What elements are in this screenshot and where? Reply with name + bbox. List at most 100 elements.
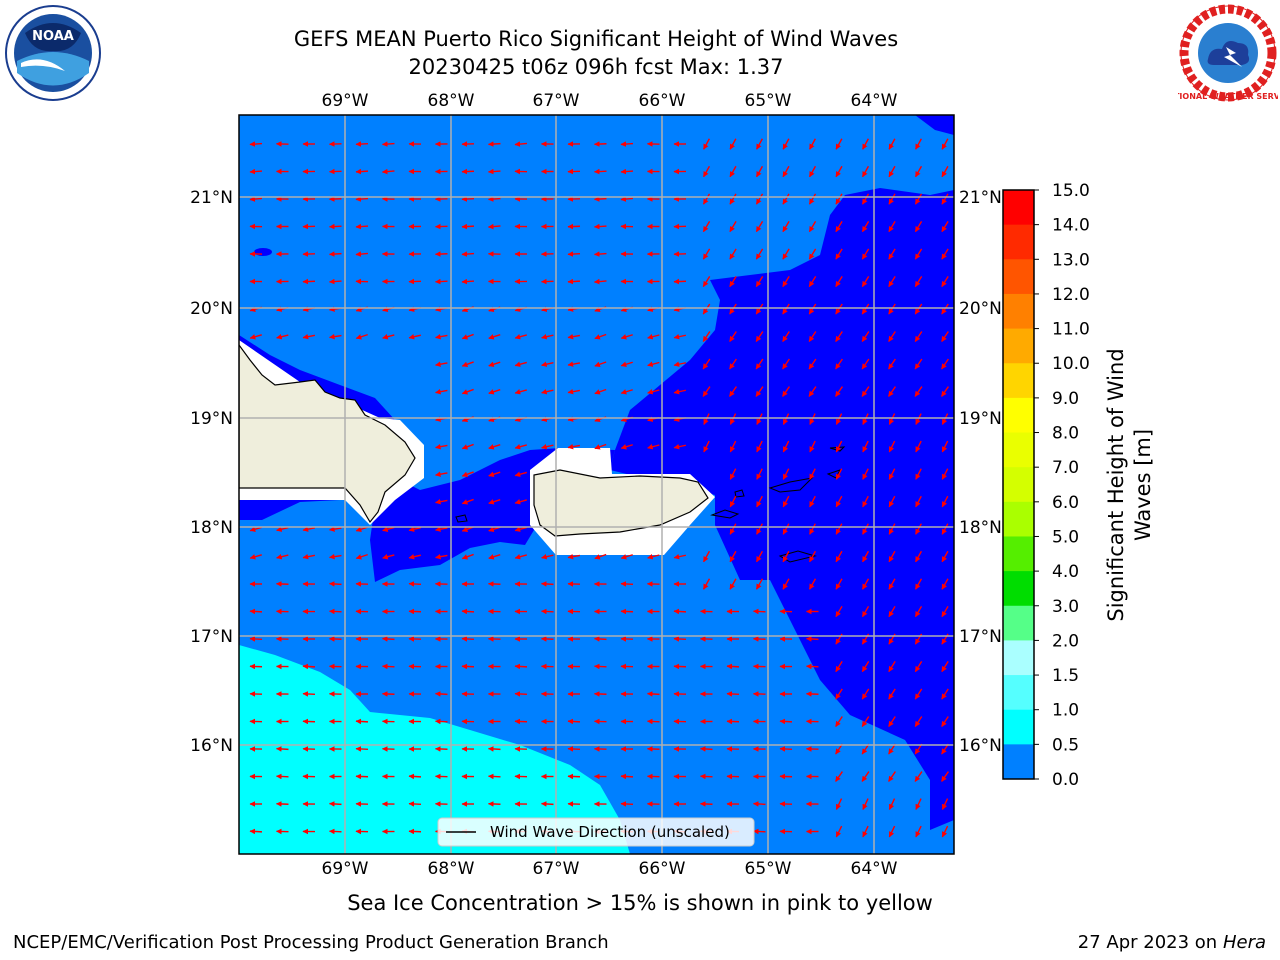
wave-arrow xyxy=(888,550,896,563)
wave-arrow xyxy=(861,386,870,397)
wave-arrow xyxy=(782,331,790,342)
arrow-legend: Wind Wave Direction (unscaled) xyxy=(437,817,755,847)
colorbar-tick-label: 1.5 xyxy=(1052,666,1079,686)
wave-arrow xyxy=(620,168,634,175)
wave-arrow xyxy=(567,746,581,752)
colorbar-tick-label: 4.0 xyxy=(1052,562,1079,582)
lat-label: 17°N xyxy=(190,627,233,647)
wave-arrow xyxy=(914,303,923,315)
wave-arrow xyxy=(461,553,474,560)
wave-arrow xyxy=(461,251,475,257)
wave-arrow xyxy=(593,636,607,642)
wave-arrow xyxy=(914,331,923,342)
wave-arrow xyxy=(941,331,949,342)
wave-arrow xyxy=(673,388,687,395)
wave-arrow xyxy=(302,526,316,532)
colorbar-segment xyxy=(1003,363,1034,399)
land-puerto-rico xyxy=(533,469,709,537)
wave-arrow xyxy=(488,389,501,395)
wave-arrow xyxy=(755,578,764,590)
wave-arrow xyxy=(593,251,607,257)
wave-arrow xyxy=(782,468,790,480)
wave-arrow xyxy=(541,388,554,395)
wave-arrow xyxy=(408,773,422,780)
wave-arrow xyxy=(461,663,475,670)
wave-arrow xyxy=(888,386,896,397)
wave-arrow xyxy=(567,773,581,780)
wave-arrow xyxy=(461,333,474,340)
wave-arrow xyxy=(249,141,263,147)
wave-arrow xyxy=(808,220,817,233)
wave-arrow xyxy=(729,303,737,315)
wave-arrow xyxy=(275,746,289,752)
wave-arrow xyxy=(941,688,949,700)
wave-arrow xyxy=(888,220,896,233)
wave-arrow xyxy=(755,303,764,315)
wave-arrow xyxy=(593,278,607,285)
colorbar-segment xyxy=(1003,328,1034,364)
wave-arrow xyxy=(646,718,660,725)
wave-arrow xyxy=(699,801,713,807)
wave-arrow xyxy=(779,773,793,780)
wave-arrow xyxy=(461,443,474,450)
wave-arrow xyxy=(702,303,711,315)
wave-arrow xyxy=(726,718,740,725)
wave-arrow xyxy=(514,691,528,697)
wave-arrow xyxy=(809,413,816,425)
wave-arrow xyxy=(729,358,737,370)
colorbar-segment xyxy=(1003,536,1034,572)
lat-label: 18°N xyxy=(959,518,1002,538)
wave-arrow xyxy=(540,636,554,642)
wave-arrow xyxy=(835,165,843,178)
wave-arrow xyxy=(729,220,737,233)
wave-arrow xyxy=(782,413,790,425)
wave-arrow xyxy=(915,468,922,480)
wave-arrow xyxy=(755,550,764,563)
wave-arrow xyxy=(355,251,369,257)
colorbar-segment xyxy=(1003,640,1034,676)
map-title: GEFS MEAN Puerto Rico Significant Height… xyxy=(293,27,899,51)
wave-arrow xyxy=(888,358,896,370)
machine-name: Hera xyxy=(1222,932,1266,953)
lon-labels-top: 69°W 68°W 67°W 66°W 65°W 64°W xyxy=(322,91,898,111)
wave-arrow xyxy=(915,440,922,453)
colorbar-segment xyxy=(1003,571,1034,607)
wave-arrow xyxy=(914,605,923,618)
wave-arrow xyxy=(647,361,660,367)
wave-arrow xyxy=(435,333,448,340)
wave-arrow xyxy=(408,608,422,615)
wave-arrow xyxy=(782,358,790,370)
wave-arrow xyxy=(488,499,501,505)
wave-arrow xyxy=(782,220,790,233)
lon-label: 66°W xyxy=(639,859,686,879)
wave-arrow xyxy=(381,636,395,642)
wave-arrow xyxy=(861,688,870,700)
wave-arrow xyxy=(328,581,342,587)
wave-arrow xyxy=(914,661,923,673)
wave-arrow xyxy=(249,608,263,615)
wave-arrow xyxy=(487,168,501,175)
wave-arrow xyxy=(699,746,713,752)
wave-arrow xyxy=(808,331,817,342)
wave-arrow xyxy=(861,550,870,563)
colorbar: 15.0 14.0 13.0 12.0 11.0 10.0 9.0 8.0 7.0 6.0 5.0 4… xyxy=(1002,181,1090,790)
wave-arrow xyxy=(541,443,554,450)
wave-arrow xyxy=(593,223,607,230)
wave-arrow xyxy=(941,661,949,673)
wave-arrow xyxy=(888,165,896,178)
wave-arrow xyxy=(941,523,949,535)
wave-arrow xyxy=(729,276,737,288)
wave-arrow xyxy=(914,716,923,727)
wave-arrow xyxy=(805,663,819,670)
wave-arrow xyxy=(835,771,843,782)
wave-arrow xyxy=(434,278,448,285)
wave-arrow xyxy=(729,248,737,260)
wave-arrow xyxy=(729,193,737,205)
wave-arrow xyxy=(729,386,737,397)
wave-arrow xyxy=(915,825,922,838)
wave-arrow xyxy=(835,193,843,205)
wave-arrow xyxy=(461,498,474,505)
wave-arrow xyxy=(673,553,687,560)
wave-arrow xyxy=(862,495,869,508)
wave-arrow xyxy=(620,581,634,587)
